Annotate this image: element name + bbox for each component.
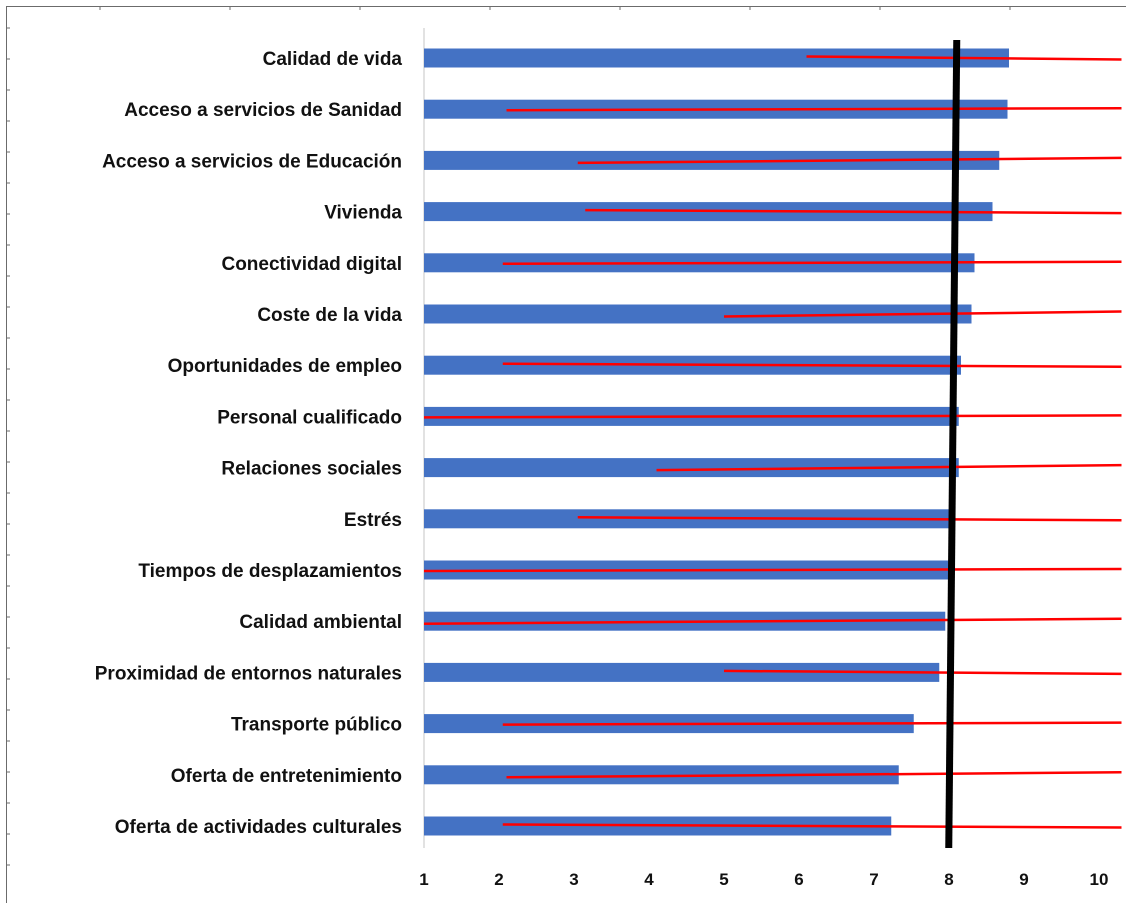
category-label: Oferta de entretenimiento xyxy=(171,766,402,787)
range-line xyxy=(502,260,1122,266)
category-label: Acceso a servicios de Sanidad xyxy=(124,100,402,121)
category-label: Calidad de vida xyxy=(263,49,403,70)
range-line xyxy=(423,567,1122,573)
range-line xyxy=(656,463,1122,472)
category-label: Conectividad digital xyxy=(221,254,402,275)
range-line xyxy=(506,771,1122,779)
range-line xyxy=(806,55,1122,61)
category-label: Relaciones sociales xyxy=(221,459,402,480)
x-tick-label: 10 xyxy=(1090,870,1109,889)
x-tick-label: 4 xyxy=(644,870,654,889)
bar xyxy=(424,458,959,478)
x-tick-label: 2 xyxy=(494,870,503,889)
range-line xyxy=(723,310,1122,318)
range-line xyxy=(502,823,1122,829)
chart-frame xyxy=(6,6,1126,903)
range-line xyxy=(577,156,1122,165)
category-label: Coste de la vida xyxy=(257,305,402,326)
category-label: Acceso a servicios de Educación xyxy=(102,151,402,172)
category-label: Proximidad de entornos naturales xyxy=(95,663,402,684)
range-line xyxy=(423,414,1122,419)
range-line xyxy=(723,669,1122,676)
bar xyxy=(424,662,940,682)
range-line xyxy=(502,721,1122,726)
category-label: Tiempos de desplazamientos xyxy=(138,561,402,582)
bar xyxy=(424,304,972,324)
range-line xyxy=(423,617,1122,625)
x-tick-label: 5 xyxy=(719,870,728,889)
range-line xyxy=(502,362,1122,368)
category-label: Vivienda xyxy=(324,203,402,224)
category-label: Transporte público xyxy=(231,715,402,736)
range-line xyxy=(577,516,1122,522)
category-label: Oportunidades de empleo xyxy=(168,356,402,377)
category-label: Oferta de actividades culturales xyxy=(115,817,402,838)
bar xyxy=(424,48,1009,68)
reference-line xyxy=(945,39,961,849)
x-tick-label: 7 xyxy=(869,870,878,889)
range-line xyxy=(506,106,1122,112)
x-tick-label: 8 xyxy=(944,870,953,889)
x-tick-label: 6 xyxy=(794,870,803,889)
category-label: Calidad ambiental xyxy=(239,612,402,633)
x-tick-label: 1 xyxy=(419,870,428,889)
x-tick-label: 3 xyxy=(569,870,578,889)
range-line xyxy=(585,208,1122,215)
bar xyxy=(424,150,1000,170)
x-tick-label: 9 xyxy=(1019,870,1028,889)
category-label: Estrés xyxy=(344,510,402,531)
category-label: Personal cualificado xyxy=(217,407,402,428)
